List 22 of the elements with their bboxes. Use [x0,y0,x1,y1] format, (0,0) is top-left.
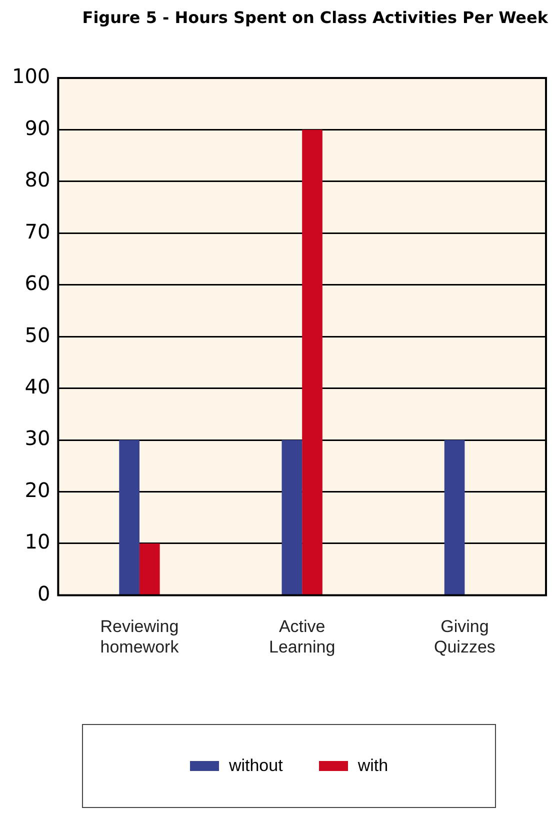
y-tick-label: 70 [24,219,50,244]
y-tick-label: 90 [24,116,50,140]
y-tick-label: 60 [24,271,50,296]
y-tick-label: 80 [24,168,50,192]
y-tick-label: 0 [37,581,50,606]
legend-label: with [358,756,388,776]
bar [139,543,160,594]
x-tick-label: Reviewing homework [100,617,180,656]
y-tick-label: 100 [12,64,50,88]
y-tick-label: 30 [24,426,50,450]
y-tick-label: 20 [24,478,50,502]
bar [444,440,465,594]
bar [282,440,302,594]
y-tick-label: 50 [24,322,50,347]
bar [302,130,322,594]
y-tick-label: 10 [24,530,50,554]
x-tick-label: Active Learning [269,617,336,656]
x-tick-label: Giving Quizzes [434,617,496,656]
bar [119,440,140,594]
chart-title: Figure 5 - Hours Spent on Class Activities Per Week [81,8,548,27]
legend-label: without [228,756,283,776]
y-tick-label: 40 [24,374,50,399]
